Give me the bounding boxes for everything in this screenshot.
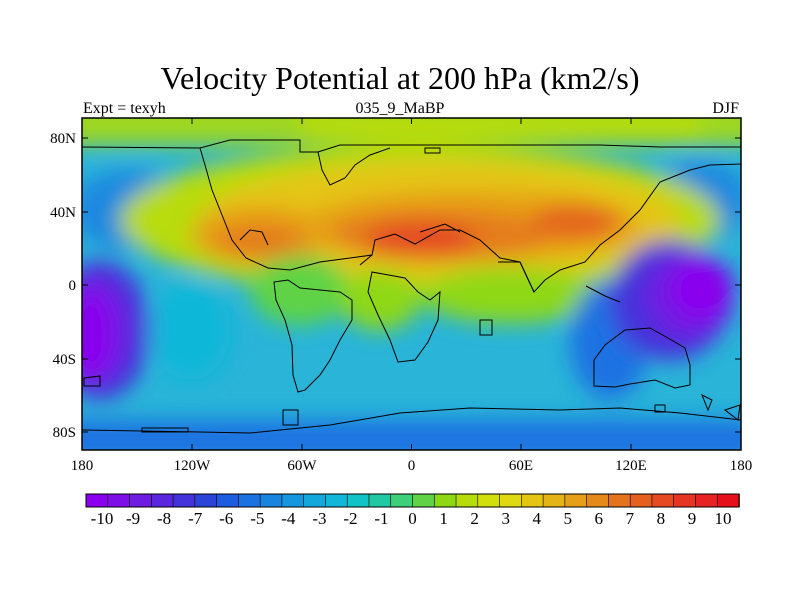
colorbar-label: -8 xyxy=(157,509,171,528)
colorbar-label: -7 xyxy=(188,509,203,528)
colorbar-cell xyxy=(129,493,153,508)
colorbar-labels: -10 -9 -8 -7 -6 -5 -4 -3 -2 -1 0 1 2 3 4 5 6 7 8 9 10 xyxy=(91,509,732,528)
colorbar-cell xyxy=(303,493,327,508)
colorbar-label: 6 xyxy=(595,509,604,528)
colorbar-cell xyxy=(107,493,131,508)
colorbar-cell xyxy=(216,493,240,508)
y-axis-labels: 80N 40N 0 40S 80S xyxy=(50,131,76,441)
colorbar-label: 8 xyxy=(657,509,666,528)
colorbar-cell xyxy=(412,493,436,508)
colorbar-cell xyxy=(433,493,457,508)
colorbar-label: 0 xyxy=(408,509,417,528)
colorbar-cell xyxy=(695,493,719,508)
y-tick-label: 40N xyxy=(50,205,76,221)
colorbar-label: -6 xyxy=(219,509,233,528)
colorbar-cell xyxy=(521,493,544,508)
colorbar-frame xyxy=(85,493,740,508)
colorbar-label: -1 xyxy=(374,509,388,528)
plot-title: Velocity Potential at 200 hPa (km2/s) xyxy=(160,60,640,96)
x-tick-label: 120W xyxy=(174,458,212,474)
colorbar-cell xyxy=(151,493,174,508)
y-tick-label: 40S xyxy=(53,352,76,368)
colorbar-cell xyxy=(651,493,675,508)
field-shading xyxy=(82,118,741,450)
x-tick-label: 180 xyxy=(71,458,94,474)
colorbar-cell xyxy=(608,493,631,508)
colorbar-cell xyxy=(238,493,261,508)
x-tick-label: 0 xyxy=(408,458,416,474)
colorbar-label: 7 xyxy=(626,509,635,528)
colorbar-label: 4 xyxy=(532,509,541,528)
colorbar-label: 3 xyxy=(501,509,510,528)
colorbar-label: 2 xyxy=(470,509,479,528)
case-label: 035_9_MaBP xyxy=(355,100,445,117)
colorbar-cell xyxy=(325,493,348,508)
colorbar-cell xyxy=(499,493,523,508)
y-tick-label: 80N xyxy=(50,131,76,147)
axis-ticks xyxy=(81,118,742,450)
colorbar-label: 9 xyxy=(688,509,697,528)
colorbar-cell xyxy=(564,493,588,508)
y-tick-label: 80S xyxy=(53,425,76,441)
colorbar-cell xyxy=(455,493,479,508)
x-tick-label: 60E xyxy=(509,458,533,474)
colorbar-label: 5 xyxy=(564,509,573,528)
colorbar-label: 1 xyxy=(439,509,448,528)
colorbar-label: -4 xyxy=(281,509,296,528)
colorbar-cell xyxy=(542,493,566,508)
colorbar-cell xyxy=(629,493,653,508)
colorbar-label: -3 xyxy=(312,509,326,528)
colorbar-label: -5 xyxy=(250,509,264,528)
season-label: DJF xyxy=(712,100,739,117)
colorbar-cell xyxy=(259,493,283,508)
x-tick-label: 180 xyxy=(730,458,753,474)
colorbar-cell xyxy=(194,493,218,508)
colorbar-label: -2 xyxy=(343,509,357,528)
colorbar-cell xyxy=(586,493,610,508)
colorbar-cell xyxy=(346,493,370,508)
colorbar-cell xyxy=(85,493,109,508)
colorbar-label: -10 xyxy=(91,509,114,528)
colorbar-cell xyxy=(673,493,697,508)
x-tick-label: 60W xyxy=(287,458,317,474)
colorbar-cell xyxy=(172,493,196,508)
experiment-label: Expt = texyh xyxy=(83,100,166,117)
colorbar-label: 10 xyxy=(715,509,732,528)
colorbar-label: -9 xyxy=(126,509,140,528)
x-tick-label: 120E xyxy=(615,458,647,474)
colorbar-cell xyxy=(716,493,740,508)
y-tick-label: 0 xyxy=(69,278,77,294)
colorbar xyxy=(85,493,740,508)
x-axis-labels: 180 120W 60W 0 60E 120E 180 xyxy=(71,458,753,474)
continent-outlines xyxy=(82,139,741,434)
colorbar-cell xyxy=(368,493,392,508)
colorbar-cell xyxy=(281,493,305,508)
colorbar-cell xyxy=(390,493,414,508)
colorbar-cell xyxy=(477,493,501,508)
